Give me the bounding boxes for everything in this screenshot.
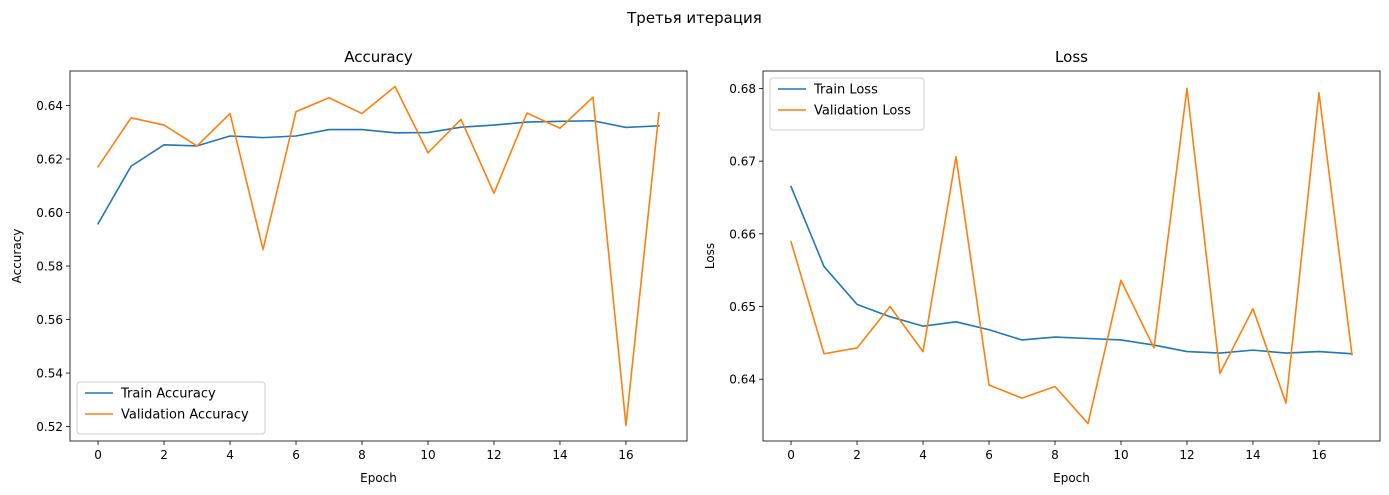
- loss-y-tick-label: 0.68: [729, 82, 756, 96]
- accuracy-x-tick-label: 8: [358, 448, 366, 462]
- accuracy-y-tick-label: 0.52: [36, 420, 63, 434]
- accuracy-x-tick-label: 6: [292, 448, 300, 462]
- accuracy-legend-frame: [76, 381, 266, 435]
- loss-y-tick-label: 0.67: [729, 155, 756, 169]
- accuracy-x-axis-label: Epoch: [360, 471, 397, 485]
- loss-legend-label: Train Loss: [813, 83, 878, 98]
- accuracy-x-tick-label: 10: [420, 448, 435, 462]
- accuracy-x-tick-label: 16: [618, 448, 633, 462]
- loss-series-train-line: [790, 185, 1353, 355]
- loss-x-tick-label: 12: [1179, 448, 1194, 462]
- accuracy-series-validation-line: [96, 85, 660, 427]
- accuracy-y-tick-label: 0.60: [36, 206, 63, 220]
- loss-legend-frame: [769, 77, 925, 131]
- loss-x-tick-label: 0: [787, 448, 795, 462]
- accuracy-x-tick-label: 2: [160, 448, 168, 462]
- accuracy-x-tick-label: 4: [226, 448, 234, 462]
- loss-legend: Train Loss Validation Loss: [769, 77, 925, 131]
- accuracy-series-train-line: [96, 119, 660, 225]
- accuracy-legend-label: Train Accuracy: [120, 387, 216, 402]
- accuracy-plot-frame: [69, 70, 688, 442]
- accuracy-x-tick-label: 0: [94, 448, 102, 462]
- figure-suptitle: Третья итерация: [626, 9, 762, 27]
- loss-y-tick-label: 0.66: [729, 227, 756, 241]
- loss-chart-title: Loss: [1055, 48, 1088, 66]
- loss-plot-frame: [762, 70, 1381, 442]
- loss-x-tick-label: 4: [919, 448, 927, 462]
- loss-y-tick-label: 0.65: [729, 300, 756, 314]
- accuracy-y-tick-label: 0.56: [36, 313, 63, 327]
- accuracy-y-tick-label: 0.64: [36, 99, 63, 113]
- loss-chart: Loss Epoch Loss 0 2 4 6 8 10 12 14 16 0.64 0.65 0.6…: [703, 48, 1381, 485]
- accuracy-x-tick-label: 14: [552, 448, 567, 462]
- loss-x-tick-label: 16: [1311, 448, 1326, 462]
- loss-x-tick-label: 8: [1051, 448, 1059, 462]
- loss-x-tick-label: 2: [853, 448, 861, 462]
- loss-x-tick-label: 10: [1113, 448, 1128, 462]
- accuracy-y-axis-label: Accuracy: [10, 229, 24, 284]
- accuracy-y-tick-label: 0.62: [36, 153, 63, 167]
- accuracy-x-tick-label: 12: [486, 448, 501, 462]
- accuracy-y-tick-label: 0.54: [36, 367, 63, 381]
- accuracy-chart-title: Accuracy: [344, 48, 413, 66]
- loss-legend-label: Validation Loss: [814, 104, 911, 119]
- loss-x-tick-label: 14: [1245, 448, 1260, 462]
- accuracy-legend-label: Validation Accuracy: [121, 408, 249, 423]
- loss-x-axis-label: Epoch: [1053, 471, 1090, 485]
- accuracy-y-tick-label: 0.58: [36, 260, 63, 274]
- loss-y-tick-label: 0.64: [729, 373, 756, 387]
- accuracy-chart: Accuracy Epoch Accuracy 0 2 4 6 8 10 12 14 16 0.5…: [10, 48, 688, 485]
- accuracy-legend: Train Accuracy Validation Accuracy: [76, 381, 266, 435]
- loss-y-axis-label: Loss: [703, 243, 717, 269]
- loss-series-validation-line: [790, 87, 1353, 425]
- loss-x-tick-label: 6: [985, 448, 993, 462]
